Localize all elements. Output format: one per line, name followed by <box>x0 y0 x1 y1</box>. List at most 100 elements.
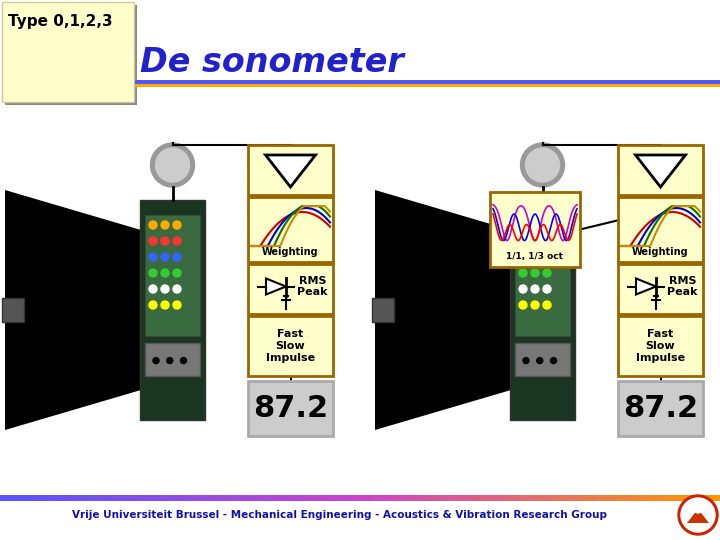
Bar <box>506 495 510 501</box>
Circle shape <box>543 253 551 261</box>
Bar <box>153 495 157 501</box>
Bar <box>698 495 702 501</box>
Circle shape <box>523 357 529 363</box>
Text: Weighting: Weighting <box>262 247 319 257</box>
Bar <box>691 495 695 501</box>
Bar <box>646 495 649 501</box>
Bar <box>619 495 623 501</box>
Polygon shape <box>636 279 656 294</box>
Bar <box>595 495 598 501</box>
Bar <box>365 495 368 501</box>
Bar <box>715 495 719 501</box>
Text: RMS
Peak: RMS Peak <box>667 276 698 298</box>
Bar <box>369 495 373 501</box>
Bar <box>99 495 102 501</box>
Bar <box>612 495 616 501</box>
Bar <box>686 495 690 501</box>
Bar <box>252 495 256 501</box>
Bar <box>238 495 241 501</box>
Bar <box>197 495 200 501</box>
Bar <box>31 495 35 501</box>
Bar <box>605 495 608 501</box>
Circle shape <box>161 269 169 277</box>
Bar <box>598 495 601 501</box>
Bar <box>250 495 253 501</box>
Bar <box>43 495 47 501</box>
Bar <box>122 495 126 501</box>
Bar <box>293 495 296 501</box>
Bar <box>297 495 301 501</box>
Circle shape <box>519 269 527 277</box>
Bar <box>135 80 720 84</box>
Bar <box>463 495 467 501</box>
Circle shape <box>173 221 181 229</box>
Bar <box>603 495 606 501</box>
Bar <box>470 495 474 501</box>
Circle shape <box>149 285 157 293</box>
Bar <box>94 495 97 501</box>
Circle shape <box>173 253 181 261</box>
Bar <box>312 495 315 501</box>
Circle shape <box>149 221 157 229</box>
Bar <box>271 495 274 501</box>
Bar <box>248 145 333 195</box>
Bar <box>81 495 85 501</box>
Bar <box>358 495 361 501</box>
Bar <box>22 495 25 501</box>
Bar <box>585 495 589 501</box>
Bar <box>351 495 354 501</box>
Bar <box>374 495 378 501</box>
Bar <box>101 495 104 501</box>
Bar <box>415 495 418 501</box>
Bar <box>317 495 320 501</box>
Bar <box>14 495 18 501</box>
Bar <box>281 495 284 501</box>
Bar <box>248 381 333 436</box>
Bar <box>504 495 508 501</box>
Bar <box>38 495 42 501</box>
Bar <box>703 495 706 501</box>
Bar <box>34 495 37 501</box>
Bar <box>410 495 414 501</box>
Bar <box>171 495 174 501</box>
Circle shape <box>161 285 169 293</box>
Bar <box>341 495 344 501</box>
Bar <box>50 495 54 501</box>
Circle shape <box>531 253 539 261</box>
Bar <box>235 495 238 501</box>
Circle shape <box>531 285 539 293</box>
Bar <box>319 495 323 501</box>
Circle shape <box>161 237 169 245</box>
Bar <box>449 495 452 501</box>
Bar <box>48 495 51 501</box>
Bar <box>432 495 436 501</box>
Bar <box>427 495 431 501</box>
Bar <box>434 495 438 501</box>
Text: 87.2: 87.2 <box>623 394 698 423</box>
Bar <box>127 495 130 501</box>
Bar <box>718 495 720 501</box>
Bar <box>401 495 404 501</box>
Bar <box>684 495 688 501</box>
Circle shape <box>156 148 189 182</box>
Bar <box>526 495 529 501</box>
Bar <box>36 495 40 501</box>
Bar <box>511 495 515 501</box>
Bar <box>175 495 179 501</box>
Bar <box>199 495 202 501</box>
Bar <box>559 495 562 501</box>
Text: RMS
Peak: RMS Peak <box>297 276 328 298</box>
Bar <box>540 495 544 501</box>
Bar <box>228 495 231 501</box>
Bar <box>225 495 229 501</box>
Bar <box>389 495 392 501</box>
Bar <box>329 495 332 501</box>
Bar <box>346 495 349 501</box>
Polygon shape <box>687 509 709 523</box>
Bar <box>367 495 371 501</box>
Bar <box>708 495 711 501</box>
Circle shape <box>161 221 169 229</box>
Bar <box>2 298 24 322</box>
Bar <box>161 495 164 501</box>
Bar <box>58 495 61 501</box>
